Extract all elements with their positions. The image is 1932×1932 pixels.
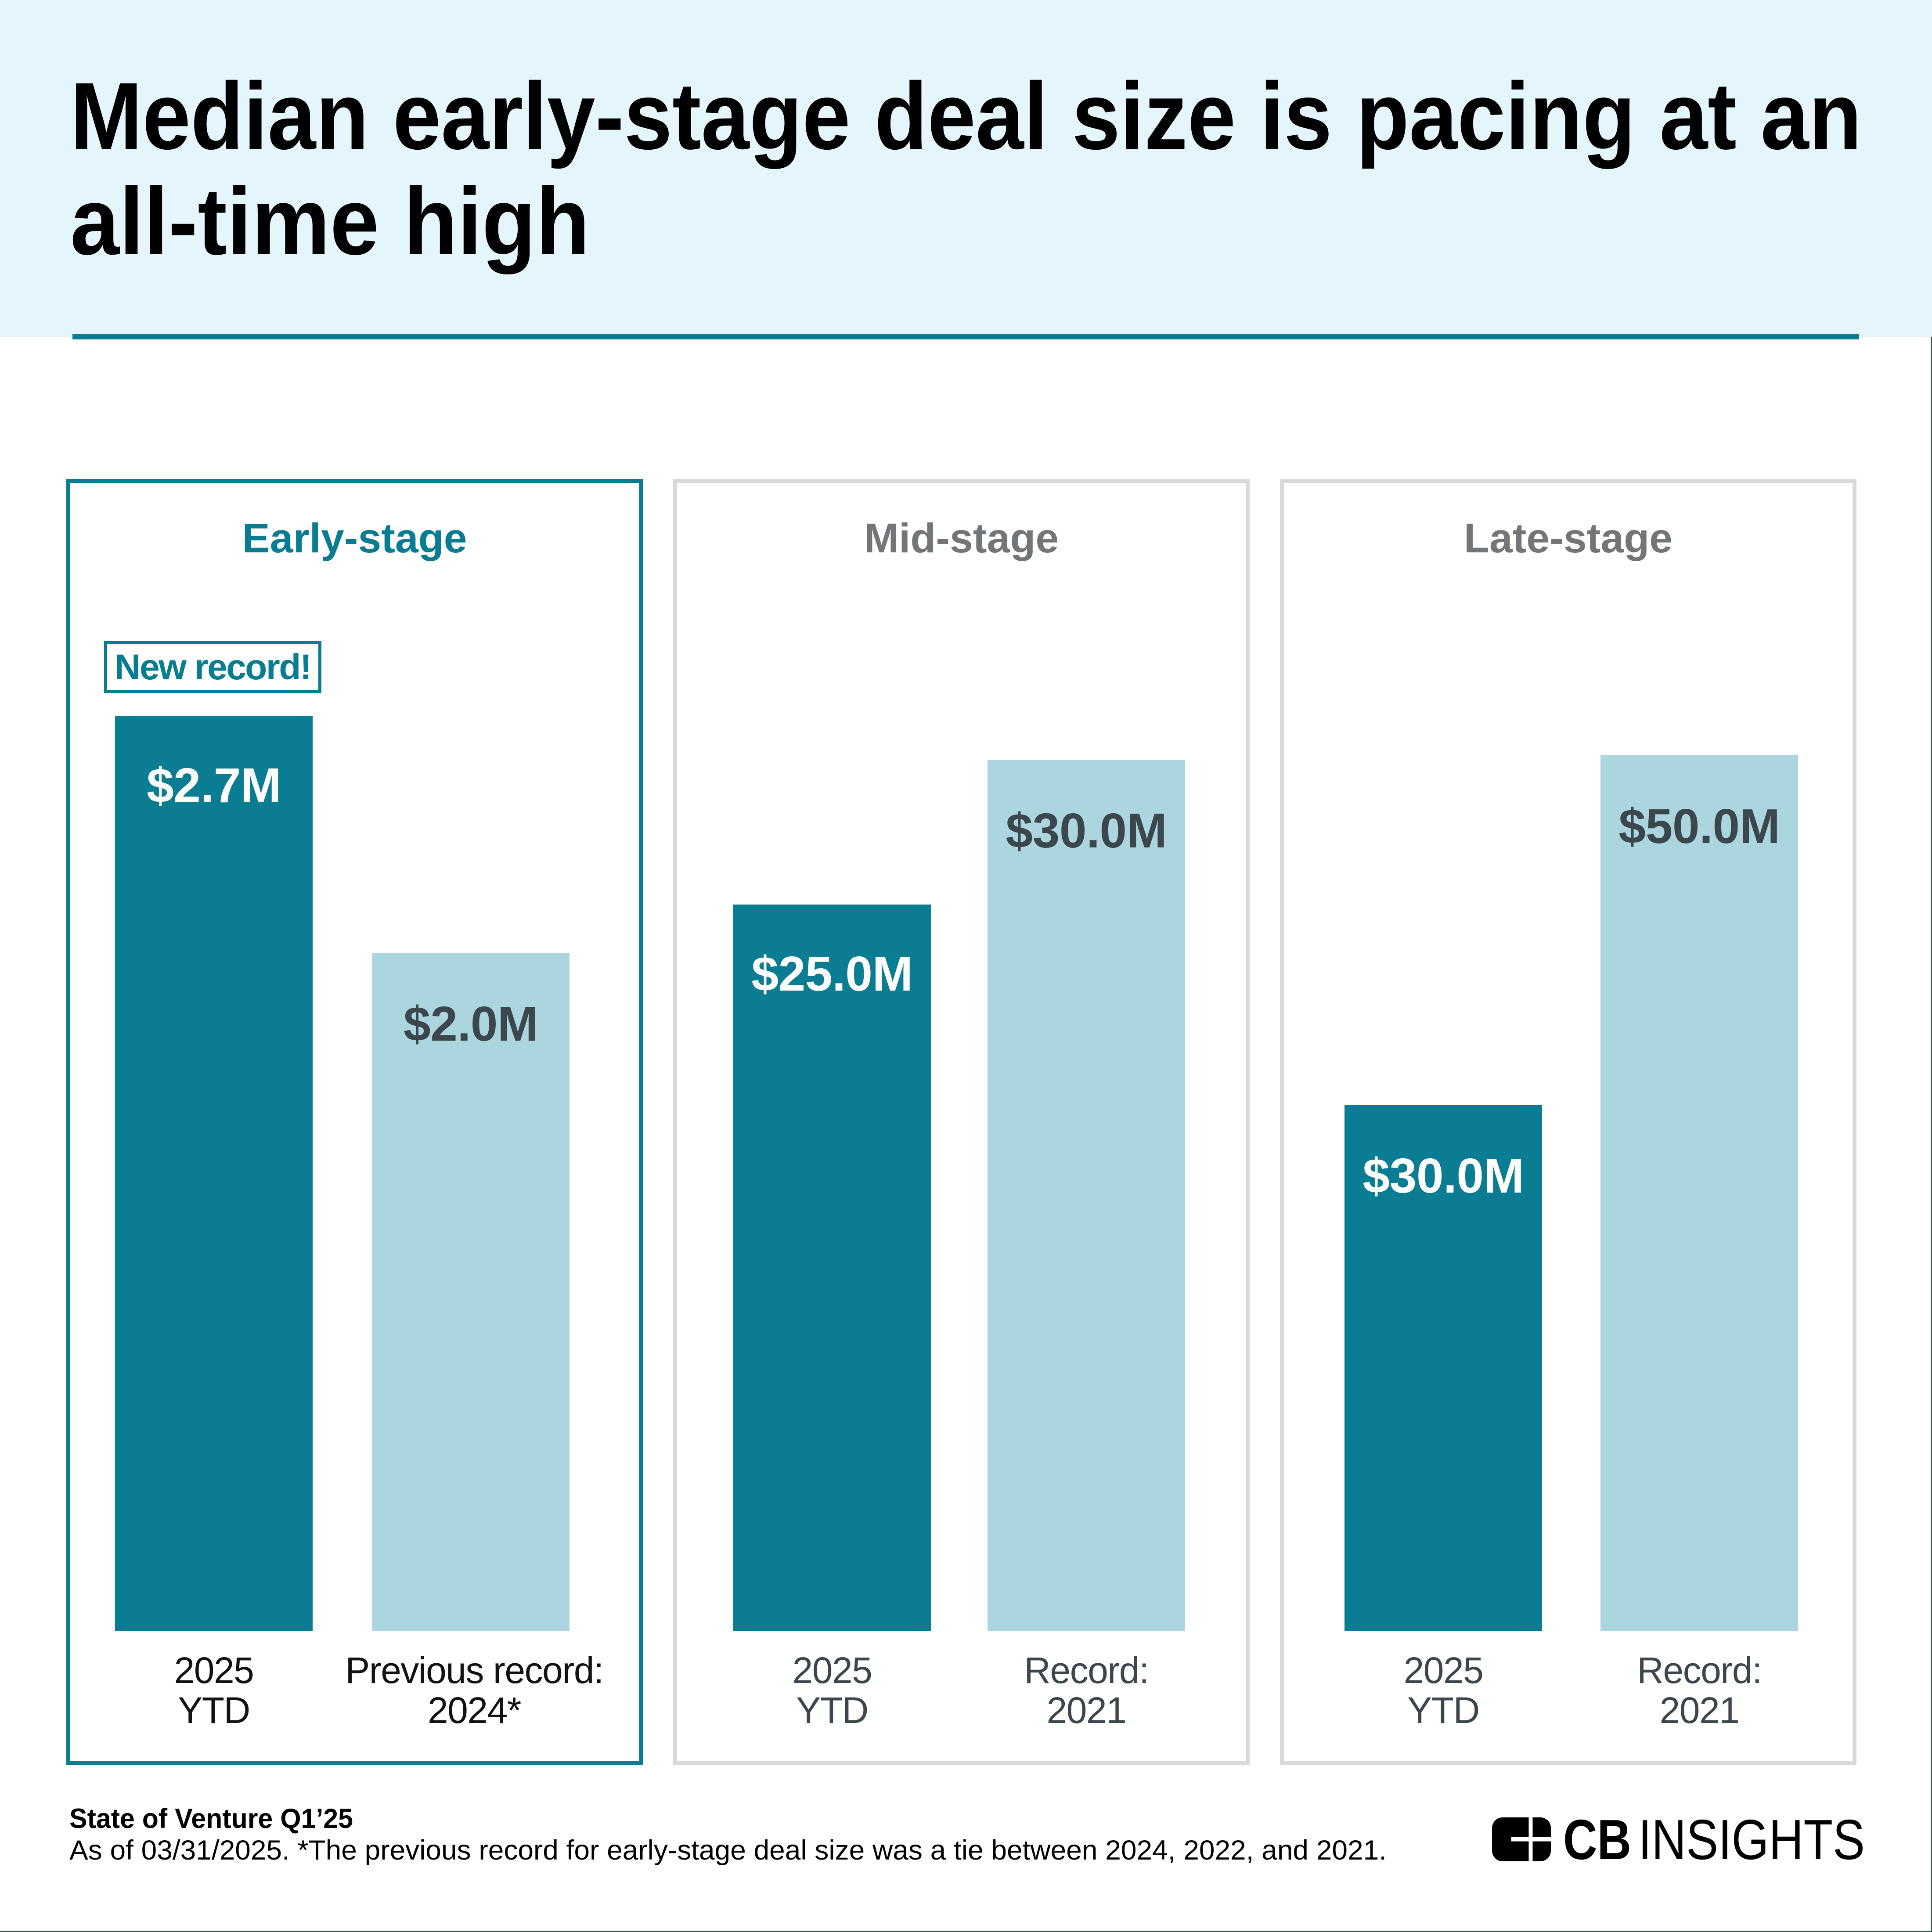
svg-text:INSIGHTS: INSIGHTS [1638, 1817, 1865, 1861]
svg-text:CB: CB [1563, 1817, 1631, 1861]
